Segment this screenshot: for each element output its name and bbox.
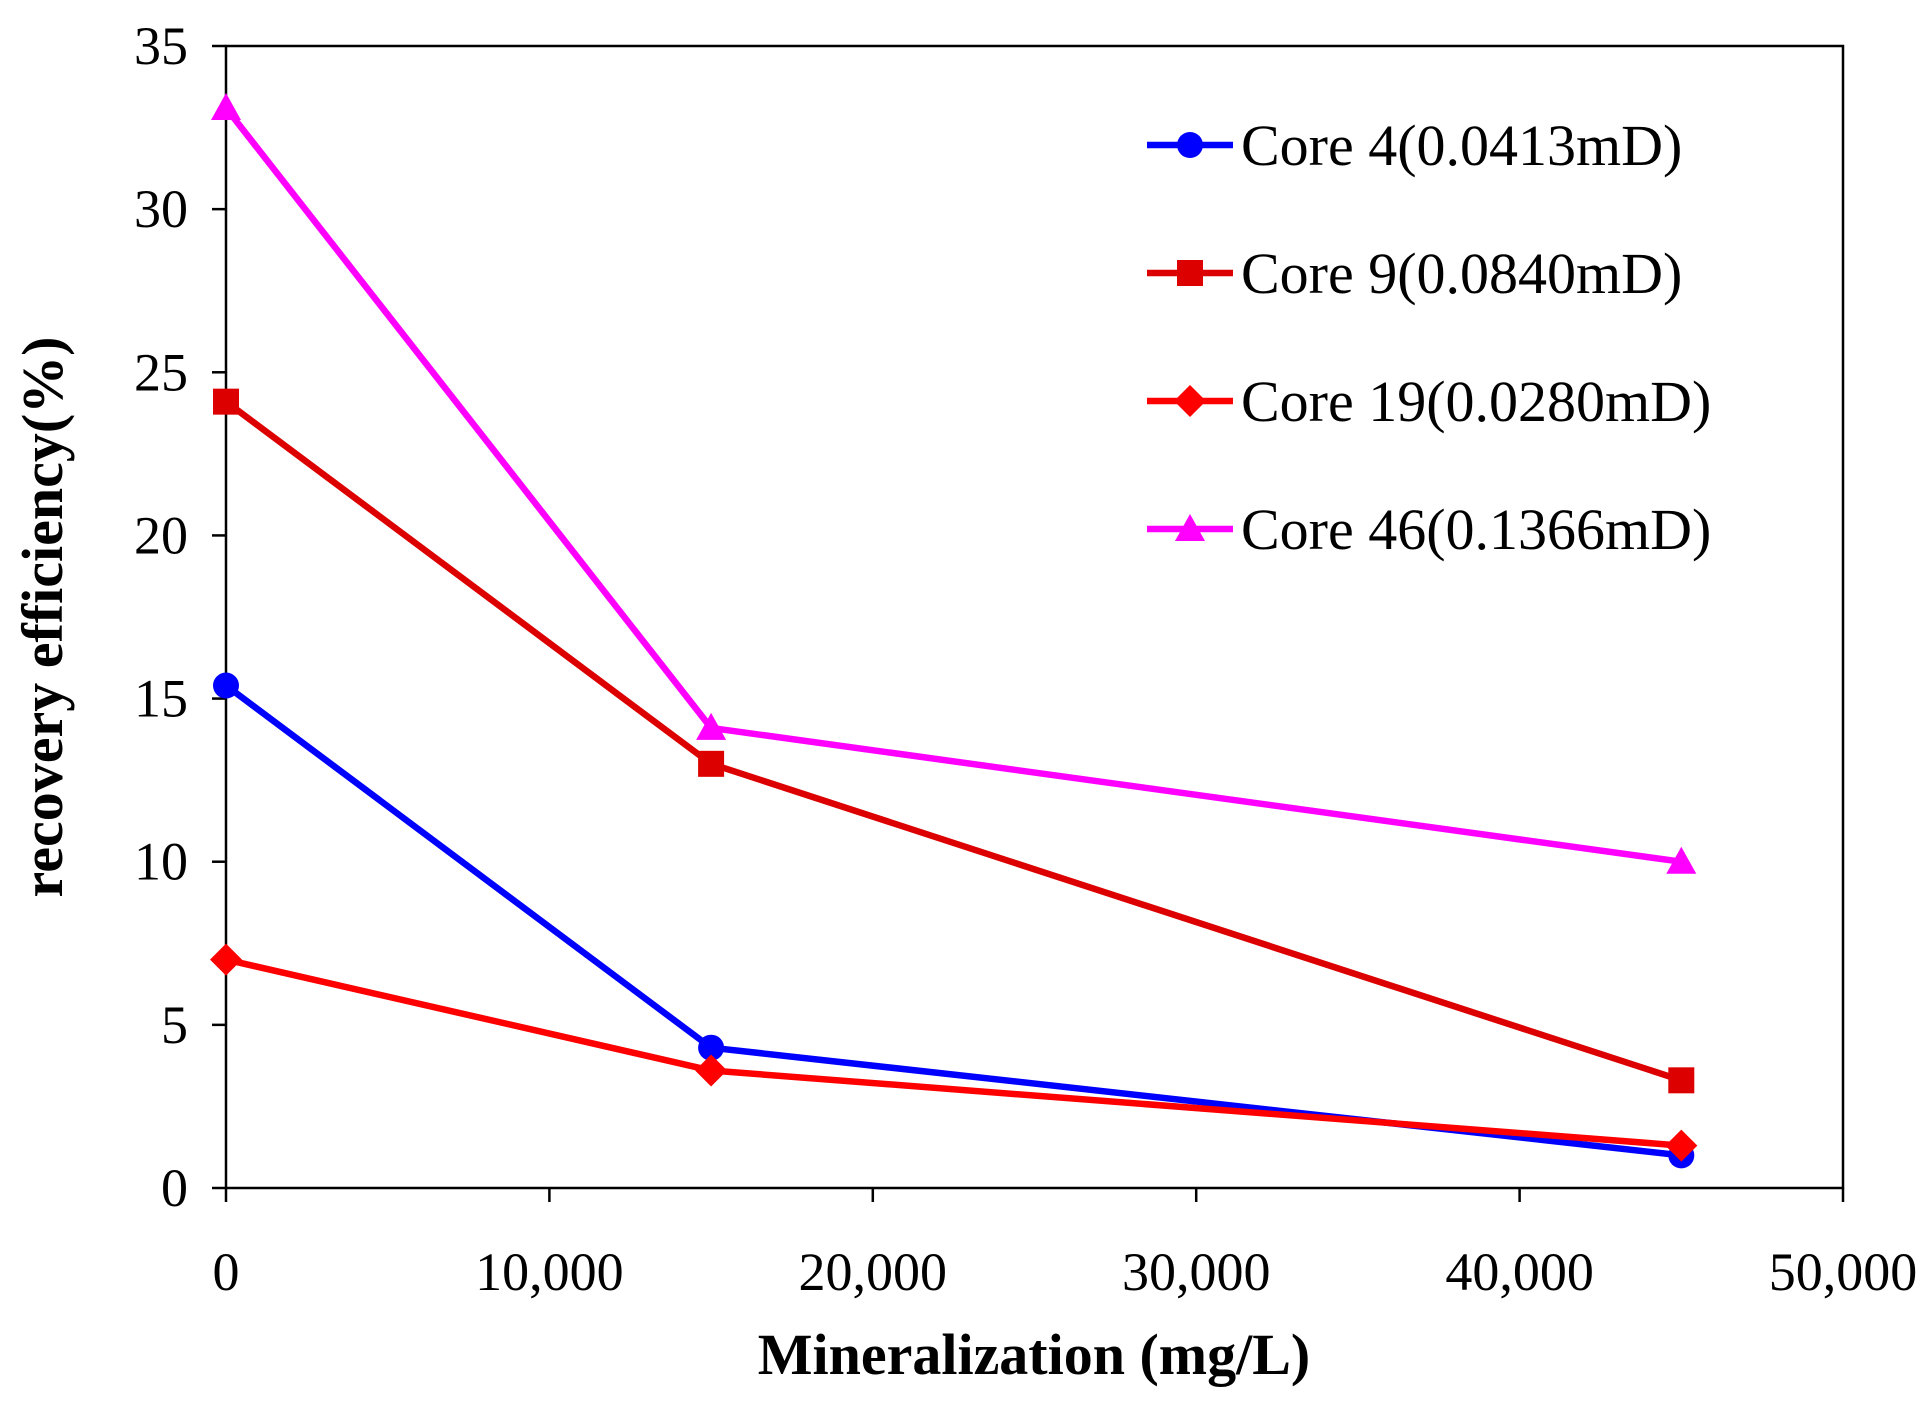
x-tick-label: 20,000 [799,1242,948,1302]
series-1 [213,672,1695,1169]
y-tick-label: 30 [134,179,188,239]
y-axis-title: recovery efficiency(%) [10,337,75,898]
data-point [695,1054,728,1087]
y-tick-label: 0 [161,1158,188,1218]
y-tick-label: 20 [134,505,188,565]
data-point [213,388,239,415]
legend-label: Core 46(0.1366mD) [1241,497,1711,562]
x-axis-title: Mineralization (mg/L) [758,1322,1311,1387]
y-tick-label: 15 [134,669,188,729]
series-2 [213,388,1695,1094]
x-axis: 0 10,000 20,000 30,000 40,000 50,000 [213,1188,1918,1302]
x-tick-label: 0 [213,1242,240,1302]
x-tick-label: 10,000 [475,1242,624,1302]
legend-entry: Core 46(0.1366mD) [1147,497,1711,562]
data-point [213,672,239,699]
legend-label: Core 9(0.0840mD) [1241,241,1682,306]
legend-entry: Core 9(0.0840mD) [1147,241,1682,306]
y-tick-label: 35 [134,16,188,76]
y-tick-label: 25 [134,342,188,402]
data-point [211,92,241,120]
x-tick-label: 50,000 [1769,1242,1918,1302]
legend-label: Core 4(0.0413mD) [1241,113,1682,178]
series-layer [210,92,1698,1169]
legend-marker [1175,514,1205,541]
legend-entry: Core 4(0.0413mD) [1147,113,1682,178]
legend-entry: Core 19(0.0280mD) [1147,369,1711,434]
series-line [222,956,1685,1149]
series-line [222,104,1685,865]
data-point [698,750,725,777]
data-point [1666,846,1697,874]
series-3 [210,943,1698,1162]
series-line [222,682,1685,1159]
legend-label: Core 19(0.0280mD) [1241,369,1711,434]
x-tick-label: 40,000 [1445,1242,1594,1302]
y-tick-label: 10 [134,832,188,892]
data-point [1668,1067,1695,1094]
data-point [698,1034,725,1061]
data-point [1665,1129,1698,1162]
legend: Core 4(0.0413mD) Core 9(0.0840mD) Core 19(… [1147,113,1711,562]
series-4 [211,92,1697,874]
legend-marker [1177,132,1203,158]
data-point [696,712,727,740]
legend-marker [1177,260,1203,286]
plot-frame [224,44,1845,1190]
legend-marker [1174,385,1206,417]
y-axis: 0 5 10 15 20 25 30 35 [134,16,226,1218]
data-point [210,943,242,976]
x-tick-label: 30,000 [1122,1242,1271,1302]
y-tick-label: 5 [161,995,188,1055]
